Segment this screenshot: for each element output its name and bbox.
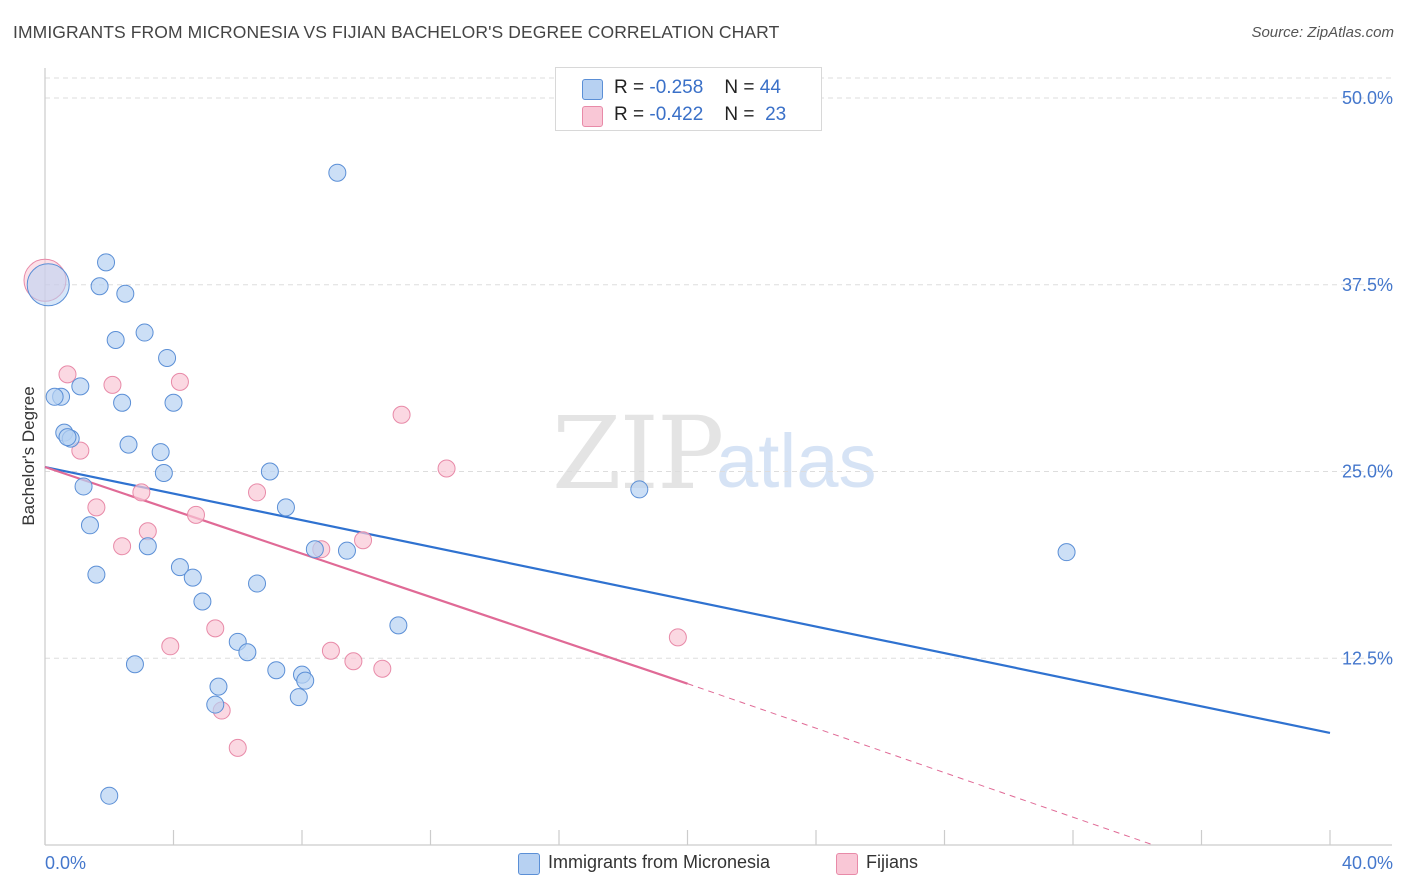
micronesia-point[interactable] [119,435,138,454]
y-tick-label: 12.5% [1342,648,1393,668]
micronesia-point[interactable] [113,393,132,412]
data-points [23,163,1076,805]
micronesia-point[interactable] [267,661,286,680]
n-label: N = [724,104,755,125]
correlation-legend: R = -0.258 N = 44 R = -0.422 N = 23 [555,67,822,131]
micronesia-point[interactable] [71,377,90,396]
micronesia-point[interactable] [45,387,64,406]
micronesia-point[interactable] [164,393,183,412]
x-tick-label: 0.0% [45,853,86,873]
y-tick-label: 25.0% [1342,462,1393,482]
micronesia-point[interactable] [100,786,119,805]
micronesia-point[interactable] [170,558,189,577]
micronesia-point[interactable] [183,568,202,587]
fijians-point[interactable] [321,641,340,660]
fijians-point[interactable] [161,637,180,656]
fijians-point[interactable] [186,505,205,524]
n-label: N = [724,77,755,98]
fijians-point[interactable] [103,375,122,394]
micronesia-point[interactable] [58,428,77,447]
fijians-point[interactable] [392,405,411,424]
watermark-atlas: atlas [716,419,877,504]
trend-lines [44,465,1331,846]
micronesia-point[interactable] [154,463,173,482]
fijians-trend-line [44,465,688,685]
micronesia-point[interactable] [260,462,279,481]
micronesia-point[interactable] [158,348,177,367]
legend-swatch-blue [582,79,603,100]
micronesia-point[interactable] [135,323,154,342]
micronesia-point[interactable] [26,263,70,307]
legend-swatch-blue [518,853,540,875]
micronesia-point[interactable] [151,443,170,462]
fijians-point[interactable] [344,652,363,671]
fijians-point[interactable] [71,441,90,460]
fijians-point[interactable] [170,372,189,391]
micronesia-point[interactable] [630,480,649,499]
n-value: 23 [765,104,787,125]
fijians-point[interactable] [206,619,225,638]
legend-stats-fijians: R = -0.422 N = 23 [614,104,786,126]
micronesia-point[interactable] [206,695,225,714]
micronesia-point[interactable] [305,540,324,559]
micronesia-point[interactable] [289,688,308,707]
fijians-point[interactable] [437,459,456,478]
series-legend: Immigrants from Micronesia Fijians [0,852,1406,878]
micronesia-point[interactable] [138,537,157,556]
fijians-point[interactable] [87,498,106,517]
micronesia-point[interactable] [87,565,106,584]
micronesia-point[interactable] [116,284,135,303]
micronesia-point[interactable] [337,541,356,560]
micronesia-trend-line [44,465,1331,735]
micronesia-point[interactable] [328,163,347,182]
micronesia-point[interactable] [389,616,408,635]
fijians-point[interactable] [354,531,373,550]
source-label: Source: ZipAtlas.com [1251,24,1394,41]
fijians-point[interactable] [228,738,247,757]
micronesia-point[interactable] [90,277,109,296]
fijians-point[interactable] [373,659,392,678]
x-tick-label: 40.0% [1342,853,1393,873]
tick-labels: 12.5% 25.0% 37.5% 50.0% 0.0% 40.0% [45,88,1393,873]
grid-lines [45,77,1392,659]
r-label: R = [614,77,645,98]
micronesia-point[interactable] [276,498,295,517]
legend-row-fijians: R = -0.422 N = 23 [556,103,821,129]
y-tick-label: 50.0% [1342,88,1393,108]
fijians-trend-extension [687,683,1154,846]
legend-swatch-pink [836,853,858,875]
chart-title: IMMIGRANTS FROM MICRONESIA VS FIJIAN BAC… [13,22,780,42]
micronesia-point[interactable] [238,643,257,662]
micronesia-point[interactable] [296,671,315,690]
legend-label-micronesia: Immigrants from Micronesia [548,852,771,872]
micronesia-point[interactable] [193,592,212,611]
n-value: 44 [759,77,781,98]
r-value: -0.422 [649,104,704,125]
fijians-point[interactable] [113,537,132,556]
fijians-point[interactable] [132,483,151,502]
micronesia-point[interactable] [80,516,99,535]
micronesia-point[interactable] [248,574,267,593]
micronesia-point[interactable] [97,253,116,272]
legend-swatch-pink [582,106,603,127]
r-value: -0.258 [649,77,704,98]
micronesia-point[interactable] [74,477,93,496]
micronesia-point[interactable] [1057,543,1076,562]
legend-label-fijians: Fijians [866,852,919,872]
legend-stats-micronesia: R = -0.258 N = 44 [614,77,781,99]
fijians-point[interactable] [668,628,687,647]
fijians-point[interactable] [58,365,77,384]
fijians-point[interactable] [248,483,267,502]
micronesia-point[interactable] [125,655,144,674]
legend-row-micronesia: R = -0.258 N = 44 [556,76,821,102]
y-tick-label: 37.5% [1342,275,1393,295]
micronesia-point[interactable] [209,677,228,696]
r-label: R = [614,104,645,125]
axes [44,68,1392,846]
micronesia-point[interactable] [106,331,125,350]
y-axis-title: Bachelor's Degree [19,386,38,525]
